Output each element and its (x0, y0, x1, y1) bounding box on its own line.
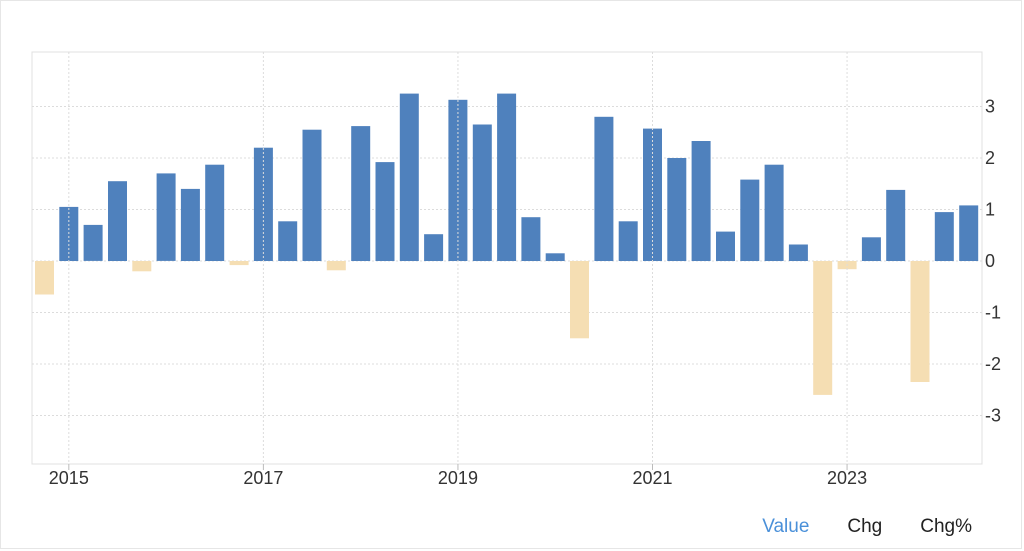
bar (497, 93, 517, 261)
x-tick-label: 2019 (438, 468, 478, 488)
y-tick-label: -2 (985, 354, 1001, 374)
x-tick-label: 2021 (632, 468, 672, 488)
bar (594, 116, 614, 261)
y-tick-label: -3 (985, 406, 1001, 426)
y-tick-label: -1 (985, 303, 1001, 323)
bar (861, 237, 881, 261)
bar (302, 129, 322, 261)
bar (740, 179, 760, 261)
y-tick-label: 2 (985, 148, 995, 168)
tab-value[interactable]: Value (762, 516, 810, 537)
bar (180, 188, 200, 261)
bar (643, 128, 662, 261)
bar (132, 261, 152, 272)
y-tick-label: 0 (985, 251, 995, 271)
bar (813, 261, 833, 395)
bar (764, 164, 784, 261)
bar (375, 162, 395, 261)
bar (910, 261, 930, 382)
bar (886, 189, 906, 261)
bar (472, 124, 492, 261)
bar (108, 181, 127, 261)
bar (716, 231, 735, 261)
bar (351, 126, 371, 261)
bar (959, 205, 979, 261)
bar (521, 217, 541, 261)
bar (570, 261, 589, 339)
bar (667, 158, 687, 261)
tab-chg-percent[interactable]: Chg% (920, 516, 972, 537)
bar (35, 261, 54, 295)
x-tick-label: 2015 (49, 468, 89, 488)
bar (618, 221, 638, 261)
bar (691, 141, 711, 261)
bar (205, 164, 225, 261)
bar (326, 261, 346, 271)
bar (278, 221, 298, 261)
plot-border (31, 51, 983, 465)
bar (229, 261, 249, 266)
bar (788, 244, 808, 261)
bar (424, 234, 444, 261)
bar (934, 212, 954, 261)
x-tick-label: 2023 (827, 468, 867, 488)
bar (399, 93, 419, 261)
tab-chg[interactable]: Chg (847, 516, 883, 537)
bar (545, 253, 565, 261)
bar (156, 173, 176, 261)
bar (83, 224, 103, 261)
y-tick-label: 3 (985, 97, 995, 117)
x-tick-label: 2017 (243, 468, 283, 488)
y-tick-label: 1 (985, 200, 995, 220)
view-tabs: Value Chg Chg% (762, 516, 972, 538)
